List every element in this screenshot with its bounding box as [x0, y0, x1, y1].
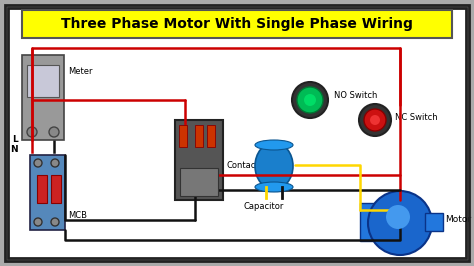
Bar [22, 10, 452, 38]
Circle shape [34, 218, 42, 226]
Circle shape [386, 205, 410, 229]
Text: NO Switch: NO Switch [334, 90, 377, 99]
Text: N: N [10, 146, 18, 155]
Bar [179, 125, 187, 147]
Text: L: L [12, 135, 18, 144]
Bar [27, 65, 59, 97]
Text: MCB: MCB [68, 210, 87, 219]
Circle shape [368, 191, 432, 255]
Bar [180, 168, 218, 196]
Circle shape [34, 159, 42, 167]
Circle shape [297, 87, 323, 113]
Circle shape [370, 115, 380, 125]
Circle shape [51, 218, 59, 226]
Circle shape [27, 127, 37, 137]
Circle shape [51, 159, 59, 167]
Circle shape [359, 104, 391, 136]
Bar [175, 120, 223, 200]
Text: Motor: Motor [445, 215, 471, 225]
Text: Contactor: Contactor [227, 160, 268, 169]
Ellipse shape [255, 143, 293, 189]
Bar [51, 175, 61, 203]
Circle shape [292, 82, 328, 118]
Circle shape [364, 109, 386, 131]
Text: NC Switch: NC Switch [395, 113, 438, 122]
Bar [37, 175, 47, 203]
Bar [425, 213, 443, 231]
Text: Capacitor: Capacitor [244, 202, 284, 211]
Bar [195, 125, 203, 147]
Circle shape [49, 127, 59, 137]
Circle shape [304, 94, 316, 106]
Bar [207, 125, 215, 147]
Text: Meter: Meter [68, 67, 92, 76]
Text: Three Phase Motor With Single Phase Wiring: Three Phase Motor With Single Phase Wiri… [61, 17, 413, 31]
Ellipse shape [255, 140, 293, 150]
Ellipse shape [255, 182, 293, 192]
Bar [22, 55, 64, 140]
Bar [30, 155, 65, 230]
Bar [360, 203, 405, 241]
